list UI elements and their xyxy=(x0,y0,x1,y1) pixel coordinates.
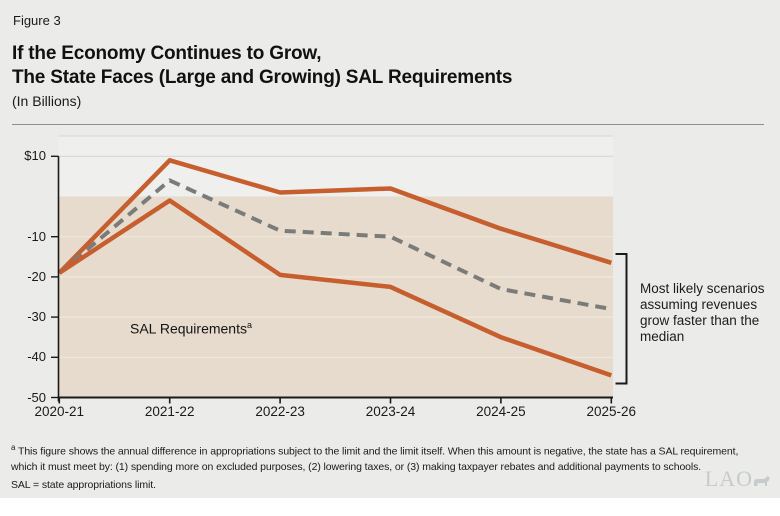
footnote-sup: a xyxy=(11,443,16,452)
chart-title-line2: The State Faces (Large and Growing) SAL … xyxy=(12,67,513,88)
figure-number: Figure 3 xyxy=(13,13,61,28)
footnote: a This figure shows the annual differenc… xyxy=(11,440,773,493)
footnote-line2: which it must meet by: (1) spending more… xyxy=(11,460,702,473)
chart-units: (In Billions) xyxy=(12,93,82,109)
header-divider xyxy=(12,124,764,125)
bear-icon xyxy=(754,476,770,486)
footnote-line1: a This figure shows the annual differenc… xyxy=(11,440,773,460)
footnote-line1-text: This figure shows the annual difference … xyxy=(18,445,739,458)
footnote-line3: SAL = state appropriations limit. xyxy=(11,478,156,491)
sal-requirements-label: SAL Requirementsa xyxy=(130,320,252,337)
lao-logo-text: LAO xyxy=(704,466,753,491)
chart-title-line1: If the Economy Continues to Grow, xyxy=(12,43,322,64)
bracket-annotation: Most likely scenarios assuming revenues … xyxy=(640,281,765,344)
footnote-marker: a xyxy=(246,320,252,330)
chart-title: If the Economy Continues to Grow, The St… xyxy=(12,42,512,90)
sal-requirements-label-text: SAL Requirements xyxy=(130,320,247,337)
lao-logo: LAO xyxy=(705,466,771,492)
